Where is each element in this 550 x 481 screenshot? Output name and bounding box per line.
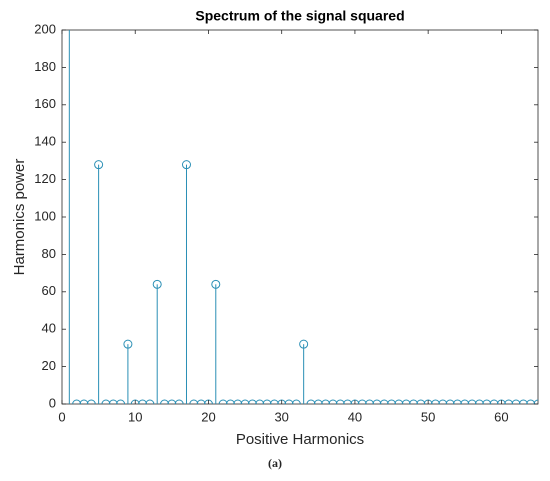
stem-marker xyxy=(357,399,367,404)
stem-marker xyxy=(225,399,235,404)
stem-marker xyxy=(438,399,448,404)
stem-marker xyxy=(138,399,148,404)
stem-marker xyxy=(526,399,536,404)
chart-title: Spectrum of the signal squared xyxy=(195,8,404,24)
stem-marker xyxy=(394,399,404,404)
stem-marker xyxy=(445,399,455,404)
x-tick-label: 50 xyxy=(421,409,435,424)
stem-marker xyxy=(474,399,484,404)
y-tick-label: 0 xyxy=(49,395,56,410)
stem-marker xyxy=(145,399,155,404)
stem-marker xyxy=(94,160,104,170)
x-tick-label: 40 xyxy=(348,409,362,424)
stem-marker xyxy=(116,399,126,404)
x-tick-label: 10 xyxy=(128,409,142,424)
stem-marker xyxy=(482,399,492,404)
stem-marker xyxy=(372,399,382,404)
stem-marker xyxy=(262,399,272,404)
stem-marker xyxy=(123,339,133,349)
stem-marker xyxy=(152,279,162,289)
stem-marker xyxy=(467,399,477,404)
stem-marker xyxy=(518,399,528,404)
stem-marker xyxy=(189,399,199,404)
stem-marker xyxy=(328,399,338,404)
stem-marker xyxy=(460,399,470,404)
y-tick-label: 140 xyxy=(34,134,56,149)
stem-marker xyxy=(218,399,228,404)
caption: (a) xyxy=(268,456,282,470)
stem-marker xyxy=(86,399,96,404)
y-tick-label: 160 xyxy=(34,96,56,111)
x-tick-label: 30 xyxy=(274,409,288,424)
stem-marker xyxy=(504,399,514,404)
stem-marker xyxy=(489,399,499,404)
stem-marker xyxy=(174,399,184,404)
stem-marker xyxy=(211,279,221,289)
stem-marker xyxy=(387,399,397,404)
stem-marker xyxy=(511,399,521,404)
stem-marker xyxy=(196,399,206,404)
y-tick-label: 180 xyxy=(34,59,56,74)
x-tick-label: 60 xyxy=(494,409,508,424)
stem-marker xyxy=(306,399,316,404)
stem-marker xyxy=(160,399,170,404)
stem-marker xyxy=(452,399,462,404)
stem-marker xyxy=(101,399,111,404)
stem-marker xyxy=(291,399,301,404)
stem-marker xyxy=(365,399,375,404)
stem-marker xyxy=(79,399,89,404)
stem-marker xyxy=(284,399,294,404)
stem-marker xyxy=(181,160,191,170)
y-tick-label: 40 xyxy=(42,321,56,336)
stem-marker xyxy=(416,399,426,404)
y-tick-label: 100 xyxy=(34,208,56,223)
y-tick-label: 120 xyxy=(34,171,56,186)
stem-marker xyxy=(299,339,309,349)
stem-marker xyxy=(167,399,177,404)
stem-marker xyxy=(247,399,257,404)
plot-area xyxy=(61,29,539,405)
stem-marker xyxy=(233,399,243,404)
y-tick-label: 200 xyxy=(34,21,56,36)
stem-marker xyxy=(335,399,345,404)
stem-marker xyxy=(430,399,440,404)
stem-marker xyxy=(321,399,331,404)
x-tick-label: 0 xyxy=(58,409,65,424)
stem-marker xyxy=(255,399,265,404)
stem-marker xyxy=(240,399,250,404)
stem-marker xyxy=(72,399,82,404)
stem-marker xyxy=(343,399,353,404)
stem-marker xyxy=(401,399,411,404)
stem-marker xyxy=(108,399,118,404)
y-tick-label: 80 xyxy=(42,246,56,261)
x-axis-label: Positive Harmonics xyxy=(236,431,364,448)
y-tick-label: 20 xyxy=(42,358,56,373)
y-tick-label: 60 xyxy=(42,283,56,298)
x-tick-label: 20 xyxy=(201,409,215,424)
stem-marker xyxy=(409,399,419,404)
stem-marker xyxy=(269,399,279,404)
stem-marker xyxy=(313,399,323,404)
stem-marker xyxy=(379,399,389,404)
y-axis-label: Harmonics power xyxy=(11,159,28,276)
